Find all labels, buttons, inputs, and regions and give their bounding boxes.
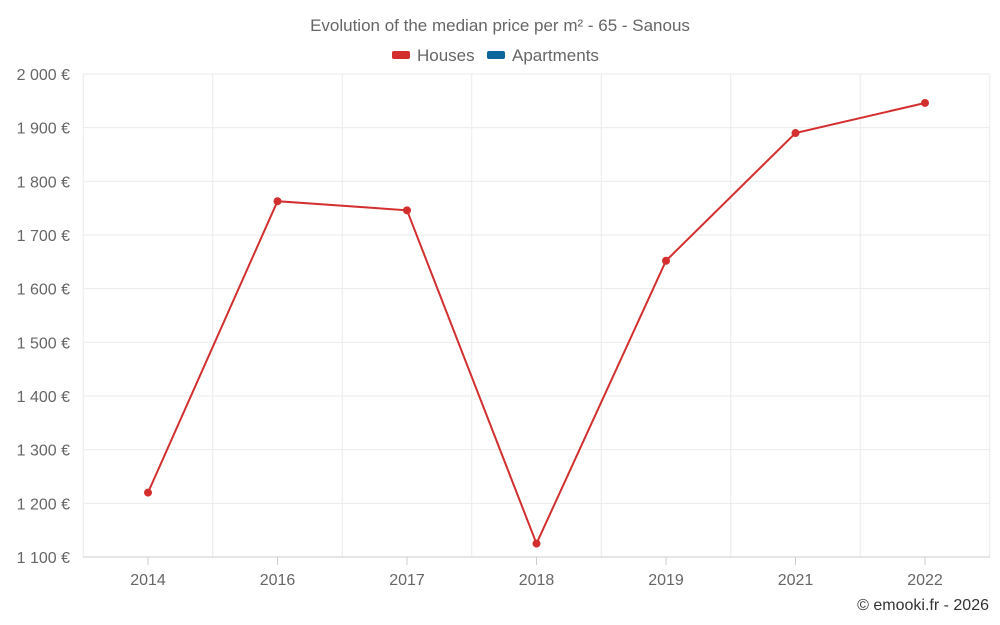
series-line-houses [147, 102, 926, 547]
y-tick-label: 1 500 € [17, 335, 70, 352]
y-tick-label: 1 900 € [17, 121, 70, 138]
y-tick-label: 1 800 € [17, 174, 70, 191]
legend-swatch-apartments [487, 51, 505, 59]
legend-swatch-houses [392, 51, 410, 59]
x-tick-label: 2018 [519, 572, 555, 589]
x-tick-label: 2014 [130, 572, 166, 589]
y-tick-label: 1 200 € [17, 496, 70, 513]
legend-label-houses: Houses [417, 46, 475, 65]
legend-label-apartments: Apartments [512, 46, 599, 65]
chart-title: Evolution of the median price per m² - 6… [310, 16, 690, 35]
x-tick-label: 2019 [648, 572, 684, 589]
y-tick-label: 1 600 € [17, 282, 70, 299]
gridlines [82, 73, 991, 557]
series-layer [144, 98, 929, 548]
data-point-houses[interactable] [273, 197, 282, 206]
y-tick-label: 1 700 € [17, 228, 70, 245]
data-point-houses[interactable] [144, 488, 152, 497]
data-point-houses[interactable] [662, 256, 670, 265]
data-point-houses[interactable] [921, 98, 929, 107]
x-tick-label: 2017 [389, 572, 425, 589]
legend-item-houses[interactable]: Houses [392, 46, 475, 65]
x-tick-label: 2022 [907, 572, 943, 589]
data-point-houses[interactable] [791, 129, 800, 138]
y-tick-label: 1 100 € [17, 550, 70, 567]
y-axis-ticks: 1 100 € 1 200 € 1 300 € 1 400 € 1 500 € 1 600… [17, 67, 70, 567]
credit-text: © emooki.fr - 2026 [857, 597, 989, 614]
data-point-houses[interactable] [403, 206, 411, 215]
data-point-houses[interactable] [532, 539, 541, 548]
y-tick-label: 1 400 € [17, 389, 70, 406]
y-tick-label: 1 300 € [17, 443, 70, 460]
legend: Houses Apartments [392, 46, 599, 65]
x-tick-label: 2021 [778, 572, 814, 589]
legend-item-apartments[interactable]: Apartments [487, 46, 599, 65]
x-tick-label: 2016 [260, 572, 296, 589]
x-axis-ticks: 2014 2016 2017 2018 2019 2021 2022 [130, 557, 943, 589]
y-tick-label: 2 000 € [17, 67, 70, 84]
